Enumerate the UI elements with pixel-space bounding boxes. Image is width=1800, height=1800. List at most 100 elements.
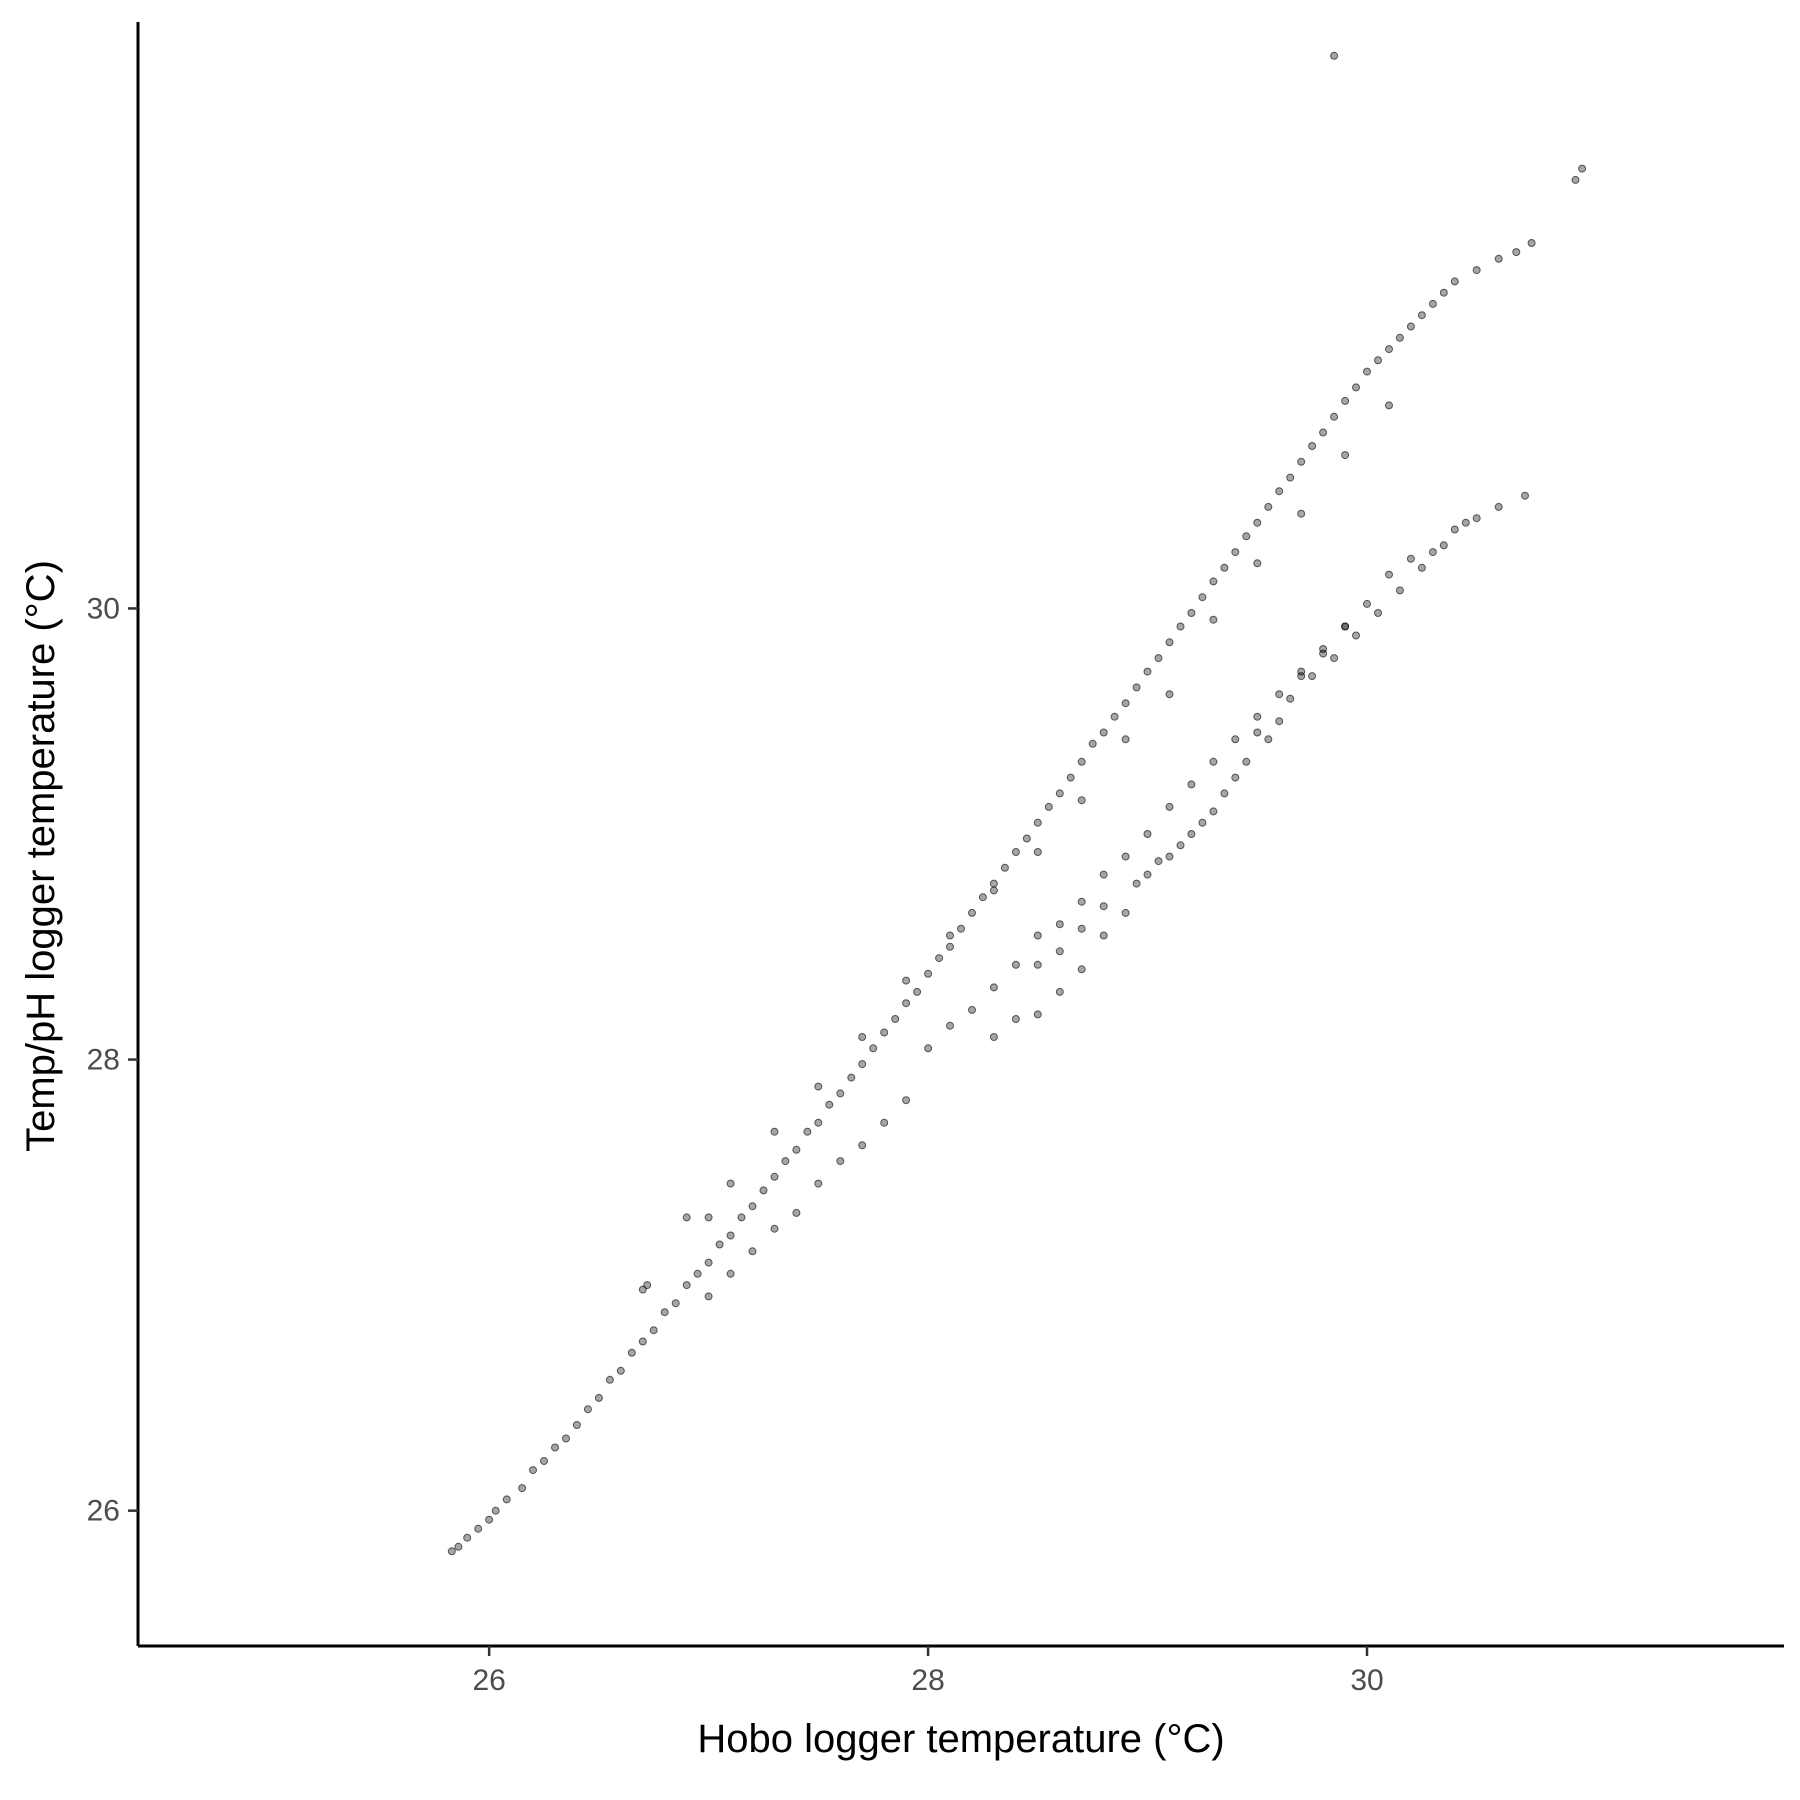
data-point <box>1143 667 1152 676</box>
data-point <box>1231 773 1240 782</box>
data-point <box>1439 541 1448 550</box>
data-point <box>946 942 954 951</box>
data-point <box>968 908 976 917</box>
data-point <box>1308 442 1317 450</box>
data-point <box>1011 848 1020 856</box>
data-point <box>770 1224 779 1233</box>
data-point <box>1385 570 1393 579</box>
data-point <box>551 1443 559 1452</box>
data-point <box>1033 931 1042 940</box>
data-point <box>454 1542 463 1551</box>
data-point <box>1450 525 1459 534</box>
data-point <box>1385 401 1393 410</box>
data-point <box>1253 518 1262 527</box>
data-point <box>1099 870 1108 879</box>
data-point <box>803 1127 812 1136</box>
data-point <box>693 1269 702 1278</box>
data-point <box>726 1269 735 1278</box>
data-point <box>1428 548 1437 557</box>
data-point <box>792 1145 801 1154</box>
data-point <box>1494 502 1503 511</box>
x-axis-title: Hobo logger temperature (°C) <box>697 1717 1224 1761</box>
data-point <box>1165 852 1174 861</box>
data-point <box>1121 908 1130 917</box>
y-ticks: 26 28 30 <box>87 592 138 1528</box>
data-point <box>682 1213 691 1222</box>
data-point <box>1297 509 1306 518</box>
data-point <box>605 1375 614 1384</box>
data-point <box>1571 175 1580 184</box>
data-point <box>989 983 998 992</box>
data-point <box>770 1172 779 1181</box>
data-point <box>1472 266 1481 275</box>
data-point <box>946 931 954 940</box>
data-point <box>1220 789 1229 798</box>
data-point <box>1461 518 1470 527</box>
data-point <box>518 1484 527 1493</box>
data-point <box>1297 457 1306 466</box>
data-point <box>1428 299 1437 308</box>
data-point <box>1352 383 1360 392</box>
data-point <box>946 1021 954 1030</box>
data-point <box>1209 577 1218 586</box>
data-point <box>1132 683 1141 692</box>
data-point <box>1165 638 1174 647</box>
data-point <box>1494 254 1503 263</box>
data-point <box>1374 356 1382 365</box>
x-tick-label: 26 <box>472 1664 505 1697</box>
data-point <box>715 1240 724 1249</box>
data-point <box>1055 987 1064 996</box>
data-point <box>1033 818 1042 827</box>
data-point <box>1527 239 1536 247</box>
data-point <box>891 1015 900 1023</box>
data-point <box>1406 554 1415 563</box>
data-point <box>1308 672 1317 681</box>
y-tick-label: 28 <box>87 1044 120 1077</box>
data-point <box>1121 735 1130 744</box>
data-point <box>616 1366 625 1375</box>
data-point <box>1165 802 1174 811</box>
data-point <box>682 1281 691 1290</box>
x-tick-label: 28 <box>911 1664 944 1697</box>
data-point <box>1077 757 1086 766</box>
data-point <box>1231 735 1240 744</box>
data-point <box>1176 622 1185 631</box>
data-point <box>989 886 998 895</box>
data-point <box>978 893 987 902</box>
data-point <box>1341 396 1350 405</box>
data-point <box>1374 609 1382 617</box>
data-point <box>1275 717 1284 726</box>
data-point <box>1055 947 1064 956</box>
data-point <box>1011 960 1020 969</box>
data-point <box>1319 649 1328 658</box>
points-layer <box>447 51 1587 1556</box>
data-point <box>902 999 911 1008</box>
data-point <box>1286 473 1295 482</box>
data-point <box>1066 773 1075 782</box>
data-point <box>1330 412 1339 421</box>
data-point <box>1275 487 1284 496</box>
data-point <box>1110 712 1119 721</box>
data-point <box>913 987 922 996</box>
data-point <box>1472 514 1481 523</box>
data-point <box>1055 920 1064 929</box>
data-point <box>1187 830 1196 838</box>
data-point <box>858 1060 867 1069</box>
data-point <box>1055 789 1064 798</box>
data-point <box>1275 690 1284 699</box>
data-point <box>1330 654 1339 663</box>
data-point <box>1000 863 1009 872</box>
data-point <box>1341 622 1350 631</box>
data-point <box>968 1005 976 1014</box>
data-point <box>594 1393 603 1402</box>
data-point <box>825 1100 834 1109</box>
data-point <box>671 1299 680 1308</box>
data-point <box>1439 288 1448 297</box>
data-point <box>704 1292 713 1301</box>
data-point <box>1187 780 1196 789</box>
data-point <box>1077 897 1086 906</box>
data-point <box>726 1231 735 1240</box>
data-point <box>704 1213 713 1222</box>
data-point <box>814 1118 823 1127</box>
